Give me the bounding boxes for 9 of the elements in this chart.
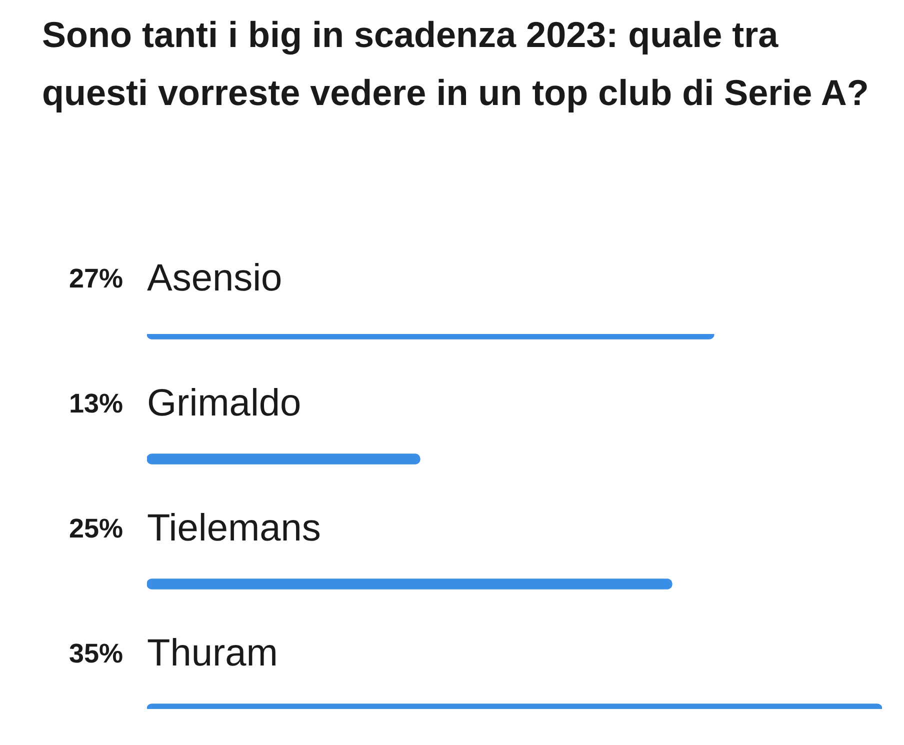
data-label: 13% bbox=[68, 388, 123, 418]
y-tick-label: Grimaldo bbox=[147, 382, 302, 424]
y-tick-label: Asensio bbox=[147, 257, 282, 300]
data-label: 25% bbox=[68, 513, 123, 544]
y-tick-label: Tielemans bbox=[147, 507, 321, 550]
data-label: 35% bbox=[68, 638, 123, 668]
chart-title: Sono tanti i big in scadenza 2023: quale tra questi vorreste vedere in un top club di Serie A? bbox=[42, 13, 870, 115]
data-label: 27% bbox=[68, 263, 123, 294]
y-tick-label: Thuram bbox=[147, 632, 278, 674]
